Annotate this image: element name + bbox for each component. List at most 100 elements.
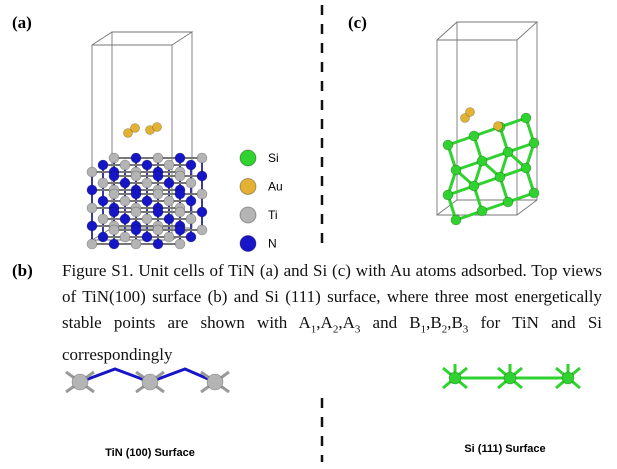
atom	[153, 207, 163, 217]
atom	[153, 123, 162, 132]
atom	[186, 196, 196, 206]
atom	[120, 160, 130, 170]
legend: Si Au Ti N	[240, 150, 283, 252]
atom	[443, 140, 453, 150]
atom	[529, 138, 539, 148]
atom	[529, 188, 539, 198]
atom	[451, 165, 461, 175]
caption-text: ,A	[338, 313, 355, 332]
atom	[87, 185, 97, 195]
atom	[175, 189, 185, 199]
atom	[109, 171, 119, 181]
legend-swatch	[240, 236, 256, 252]
caption-text: ,B	[447, 313, 463, 332]
atom	[131, 207, 141, 217]
atom	[503, 197, 513, 207]
atom	[109, 153, 119, 163]
atom	[153, 171, 163, 181]
atom	[164, 178, 174, 188]
atom	[109, 189, 119, 199]
figure-art: (a) (c) (b) SiAuTiN TiN (100) Surface Si…	[0, 0, 617, 469]
atom	[87, 203, 97, 213]
atom	[164, 160, 174, 170]
atom	[87, 221, 97, 231]
atom	[504, 372, 516, 384]
atom	[186, 232, 196, 242]
atom	[131, 239, 141, 249]
atom	[443, 190, 453, 200]
atom	[131, 124, 140, 133]
legend-swatch	[240, 207, 256, 223]
atom	[98, 178, 108, 188]
atom	[142, 374, 158, 390]
atom	[469, 131, 479, 141]
atom	[186, 214, 196, 224]
atom	[186, 160, 196, 170]
atom	[175, 239, 185, 249]
tin-cell	[87, 32, 207, 249]
legend-label: Au	[268, 180, 283, 194]
atom	[87, 167, 97, 177]
atom	[175, 207, 185, 217]
atom	[175, 153, 185, 163]
atom	[120, 178, 130, 188]
figure: (a) (c) (b) SiAuTiN TiN (100) Surface Si…	[0, 0, 617, 469]
atom	[197, 153, 207, 163]
atom	[109, 239, 119, 249]
atom	[207, 374, 223, 390]
atom	[131, 171, 141, 181]
atom	[142, 232, 152, 242]
atom	[469, 181, 479, 191]
atom	[521, 113, 531, 123]
atom	[98, 160, 108, 170]
atom	[153, 225, 163, 235]
atom	[153, 189, 163, 199]
atom	[131, 153, 141, 163]
atom	[503, 147, 513, 157]
atom	[197, 171, 207, 181]
atom	[466, 108, 475, 117]
atom	[142, 160, 152, 170]
atom	[495, 172, 505, 182]
atom	[120, 196, 130, 206]
atom	[142, 178, 152, 188]
atom	[494, 122, 503, 131]
atom	[142, 214, 152, 224]
atom	[120, 232, 130, 242]
atom	[197, 189, 207, 199]
atom	[142, 196, 152, 206]
caption-text: and B	[360, 313, 420, 332]
atom	[109, 207, 119, 217]
legend-swatch	[240, 150, 256, 166]
atom	[98, 196, 108, 206]
legend-label: Si	[268, 151, 279, 165]
atom	[164, 232, 174, 242]
legend-swatch	[240, 179, 256, 195]
atom	[451, 215, 461, 225]
atom	[153, 153, 163, 163]
atom	[186, 178, 196, 188]
panel-label: (c)	[348, 13, 367, 32]
atom	[477, 206, 487, 216]
atom	[449, 372, 461, 384]
atom	[164, 196, 174, 206]
atom	[87, 239, 97, 249]
panel-label: (b)	[12, 261, 33, 280]
surface-label: Si (111) Surface	[464, 443, 545, 455]
caption-text: ,A	[316, 313, 333, 332]
atom	[197, 225, 207, 235]
si-cell	[437, 22, 539, 225]
legend-label: Ti	[268, 208, 278, 222]
atom	[197, 207, 207, 217]
atom	[131, 189, 141, 199]
legend-label: N	[268, 237, 277, 251]
atom	[477, 156, 487, 166]
atom	[109, 225, 119, 235]
atom	[98, 232, 108, 242]
surface-label: TiN (100) Surface	[105, 447, 195, 459]
atom	[153, 239, 163, 249]
atom	[120, 214, 130, 224]
atom	[164, 214, 174, 224]
atom	[98, 214, 108, 224]
atom	[562, 372, 574, 384]
